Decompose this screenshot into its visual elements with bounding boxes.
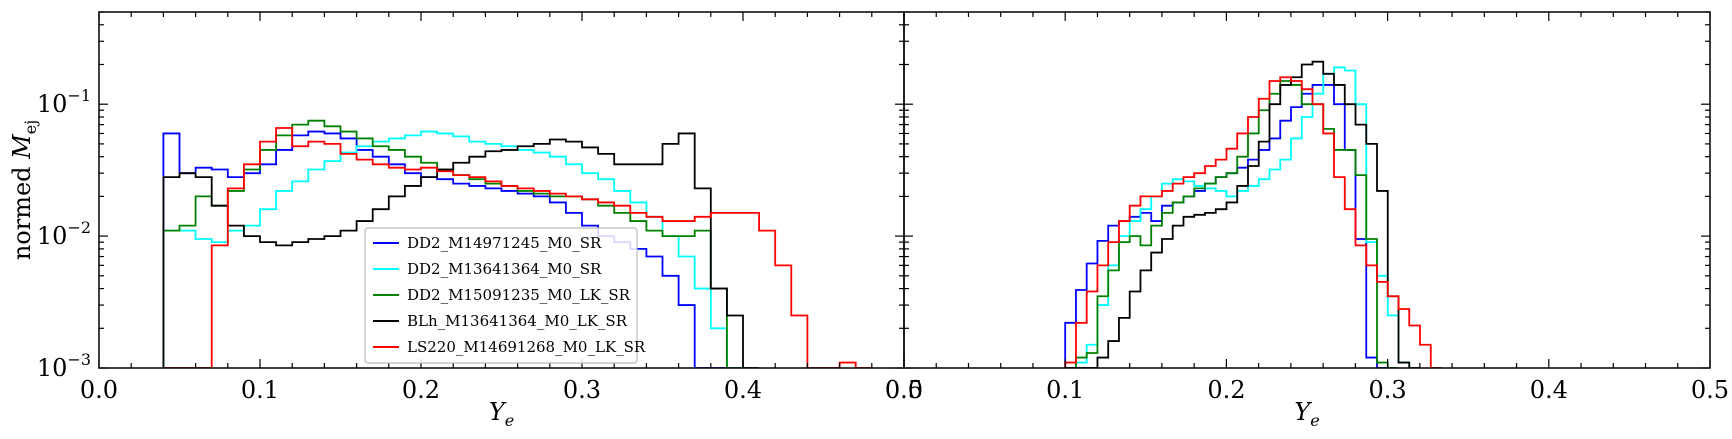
legend-entry: BLh_M13641364_M0_LK_SR	[407, 312, 628, 330]
x-tick-label: 0.0	[80, 376, 118, 404]
x-tick-label: 0.3	[1369, 376, 1407, 404]
series-line-DD2_M15091235_M0_LK_SR	[1065, 80, 1399, 368]
legend-entry: DD2_M15091235_M0_LK_SR	[407, 286, 631, 304]
x-tick-label: 0.2	[402, 376, 440, 404]
y-axis-label: normed Mej	[8, 120, 40, 260]
x-tick-label: 0.5	[885, 376, 923, 404]
axis-labels: Ye normed Mej Ye	[8, 120, 1320, 430]
series-line-BLh_M13641364_M0_LK_SR	[162, 132, 760, 368]
x-tick-label: 0.0	[885, 376, 923, 404]
y-tick-label: 10−2	[37, 218, 91, 250]
x-axis-label: Ye	[1294, 398, 1319, 430]
legend-entry: LS220_M14691268_M0_LK_SR	[407, 338, 646, 356]
series-line-DD2_M13641364_M0_SR	[1065, 66, 1421, 368]
x-tick-label: 0.3	[563, 376, 601, 404]
legend-box	[364, 227, 638, 364]
x-tick-label: 0.5	[1691, 376, 1729, 404]
y-tick-label: 10−3	[37, 350, 91, 382]
series-line-LS220_M14691268_M0_LK_SR	[1064, 76, 1442, 368]
legend: DD2_M14971245_M0_SR DD2_M13641364_M0_SR DD…	[364, 227, 646, 364]
series-line-DD2_M13641364_M0_SR	[162, 130, 743, 368]
x-tick-label: 0.2	[1207, 376, 1245, 404]
legend-entry: DD2_M13641364_M0_SR	[407, 260, 602, 278]
x-tick-label: 0.1	[241, 376, 279, 404]
series-line-BLh_M13641364_M0_LK_SR	[1065, 60, 1421, 368]
y-tick-label: 10−1	[37, 86, 91, 118]
series-line-LS220_M14691268_M0_LK_SR	[163, 127, 872, 368]
series-line-DD2_M14971245_M0_SR	[1064, 84, 1388, 368]
x-axis-label: Ye	[489, 398, 514, 430]
legend-entry: DD2_M14971245_M0_SR	[407, 234, 602, 252]
x-tick-label: 0.4	[724, 376, 762, 404]
axes-frame	[903, 11, 1711, 369]
x-tick-label: 0.1	[1046, 376, 1084, 404]
right-panel: 0.0 0.1 0.2 0.3 0.4 0.5	[885, 11, 1729, 404]
x-tick-label: 0.4	[1530, 376, 1568, 404]
